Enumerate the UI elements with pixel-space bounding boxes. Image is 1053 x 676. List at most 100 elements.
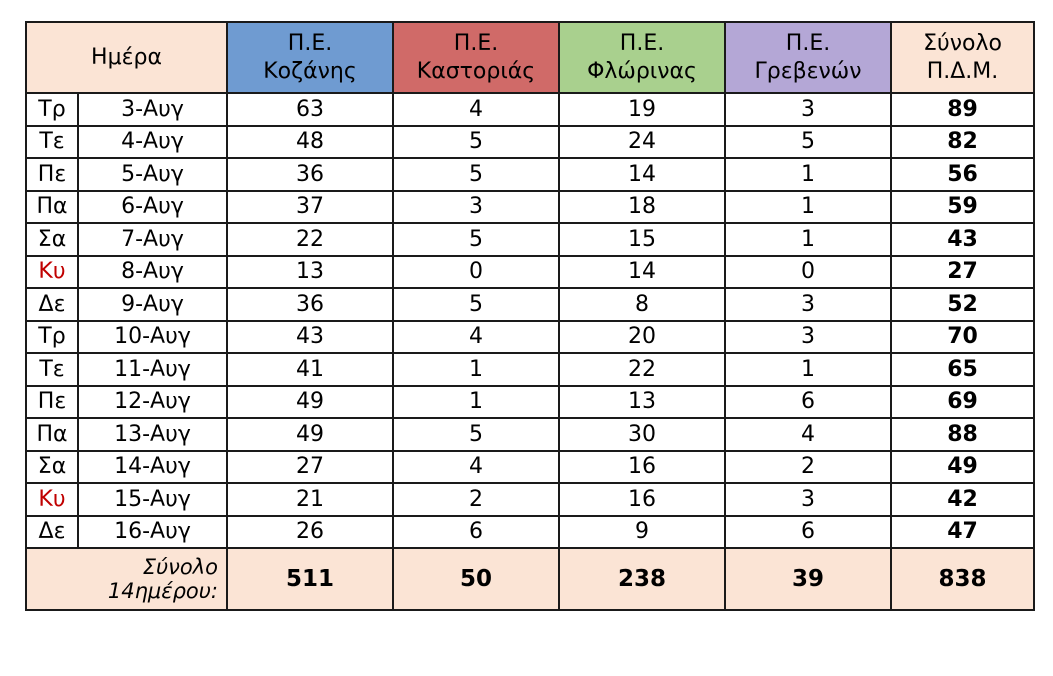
weekday-cell: Τε [25, 352, 79, 387]
weekday-cell: Δε [25, 287, 79, 322]
date-cell: 10-Αυγ [77, 319, 228, 354]
florina-cell: 19 [558, 92, 726, 127]
total-cell: 70 [890, 319, 1035, 354]
kozani-cell: 41 [226, 352, 394, 387]
grevena-cell: 3 [724, 482, 892, 517]
date-cell: 14-Αυγ [77, 449, 228, 484]
kastoria-header-line1: Π.Ε. [453, 30, 499, 56]
kastoria-cell: 0 [392, 254, 560, 289]
florina-header-line1: Π.Ε. [619, 30, 665, 56]
florina-cell: 16 [558, 482, 726, 517]
kozani-cell: 36 [226, 157, 394, 192]
florina-cell: 13 [558, 384, 726, 419]
grevena-cell: 1 [724, 222, 892, 257]
date-cell: 11-Αυγ [77, 352, 228, 387]
florina-cell: 20 [558, 319, 726, 354]
date-cell: 5-Αυγ [77, 157, 228, 192]
table-row: Σα 7-Αυγ 22 5 15 1 43 [25, 222, 1035, 257]
footer-label-line1: Σύνολο [142, 555, 218, 579]
grevena-cell: 1 [724, 157, 892, 192]
grevena-column-header: Π.Ε. Γρεβενών [724, 21, 892, 94]
weekday-cell: Σα [25, 222, 79, 257]
grevena-header-line1: Π.Ε. [785, 30, 831, 56]
table-row: Πε 12-Αυγ 49 1 13 6 69 [25, 384, 1035, 419]
table-row: Τρ 10-Αυγ 43 4 20 3 70 [25, 319, 1035, 354]
date-cell: 6-Αυγ [77, 189, 228, 224]
day-column-header: Ημέρα [25, 21, 228, 94]
weekday-cell: Σα [25, 449, 79, 484]
kastoria-cell: 4 [392, 449, 560, 484]
grevena-cell: 1 [724, 352, 892, 387]
kastoria-cell: 5 [392, 287, 560, 322]
grevena-cell: 3 [724, 287, 892, 322]
total-cell: 89 [890, 92, 1035, 127]
table-row: Κυ 15-Αυγ 21 2 16 3 42 [25, 482, 1035, 517]
total-cell: 56 [890, 157, 1035, 192]
kastoria-cell: 5 [392, 124, 560, 159]
date-cell: 12-Αυγ [77, 384, 228, 419]
weekday-cell: Κυ [25, 482, 79, 517]
florina-header-line2: Φλώρινας [587, 58, 697, 84]
kozani-cell: 22 [226, 222, 394, 257]
date-cell: 9-Αυγ [77, 287, 228, 322]
total-cell: 88 [890, 417, 1035, 452]
footer-row: Σύνολο 14ημέρου: 511 50 238 39 838 [25, 547, 1035, 611]
kozani-cell: 43 [226, 319, 394, 354]
kastoria-cell: 2 [392, 482, 560, 517]
footer-kozani-total: 511 [226, 547, 394, 611]
florina-cell: 16 [558, 449, 726, 484]
kastoria-column-header: Π.Ε. Καστοριάς [392, 21, 560, 94]
weekday-cell: Πα [25, 417, 79, 452]
table-row: Τρ 3-Αυγ 63 4 19 3 89 [25, 92, 1035, 127]
total-cell: 59 [890, 189, 1035, 224]
table-row: Πα 6-Αυγ 37 3 18 1 59 [25, 189, 1035, 224]
florina-cell: 18 [558, 189, 726, 224]
footer-label: Σύνολο 14ημέρου: [25, 547, 228, 611]
footer-kastoria-total: 50 [392, 547, 560, 611]
total-cell: 47 [890, 514, 1035, 549]
weekday-cell: Τρ [25, 92, 79, 127]
weekday-cell: Τρ [25, 319, 79, 354]
total-header-line1: Σύνολο [923, 30, 1002, 56]
total-cell: 49 [890, 449, 1035, 484]
kastoria-cell: 4 [392, 92, 560, 127]
weekday-cell: Τε [25, 124, 79, 159]
cases-table: Ημέρα Π.Ε. Κοζάνης Π.Ε. Καστοριάς Π.Ε. Φ… [25, 21, 1035, 611]
grevena-cell: 5 [724, 124, 892, 159]
kozani-cell: 49 [226, 417, 394, 452]
kozani-cell: 36 [226, 287, 394, 322]
table-row: Κυ 8-Αυγ 13 0 14 0 27 [25, 254, 1035, 289]
florina-cell: 22 [558, 352, 726, 387]
kozani-header-line2: Κοζάνης [263, 58, 357, 84]
florina-cell: 14 [558, 157, 726, 192]
total-header-line2: Π.Δ.Μ. [926, 58, 999, 84]
kozani-header-line1: Π.Ε. [287, 30, 333, 56]
kastoria-cell: 5 [392, 222, 560, 257]
kozani-cell: 37 [226, 189, 394, 224]
kastoria-cell: 4 [392, 319, 560, 354]
grevena-cell: 1 [724, 189, 892, 224]
total-cell: 43 [890, 222, 1035, 257]
kastoria-cell: 5 [392, 417, 560, 452]
grevena-cell: 3 [724, 319, 892, 354]
florina-cell: 30 [558, 417, 726, 452]
florina-cell: 9 [558, 514, 726, 549]
date-cell: 3-Αυγ [77, 92, 228, 127]
table-row: Τε 4-Αυγ 48 5 24 5 82 [25, 124, 1035, 159]
kastoria-cell: 6 [392, 514, 560, 549]
footer-grand-total: 838 [890, 547, 1035, 611]
florina-cell: 14 [558, 254, 726, 289]
kozani-cell: 63 [226, 92, 394, 127]
kozani-cell: 27 [226, 449, 394, 484]
grevena-cell: 6 [724, 384, 892, 419]
kozani-column-header: Π.Ε. Κοζάνης [226, 21, 394, 94]
table-body: Τρ 3-Αυγ 63 4 19 3 89 Τε 4-Αυγ 48 5 24 5 82 Πε 5-Αυγ 36 5… [25, 92, 1035, 549]
total-cell: 69 [890, 384, 1035, 419]
table-row: Δε 9-Αυγ 36 5 8 3 52 [25, 287, 1035, 322]
florina-column-header: Π.Ε. Φλώρινας [558, 21, 726, 94]
total-cell: 82 [890, 124, 1035, 159]
footer-label-line2: 14ημέρου: [107, 579, 218, 603]
weekday-cell: Πε [25, 384, 79, 419]
total-column-header: Σύνολο Π.Δ.Μ. [890, 21, 1035, 94]
total-cell: 52 [890, 287, 1035, 322]
